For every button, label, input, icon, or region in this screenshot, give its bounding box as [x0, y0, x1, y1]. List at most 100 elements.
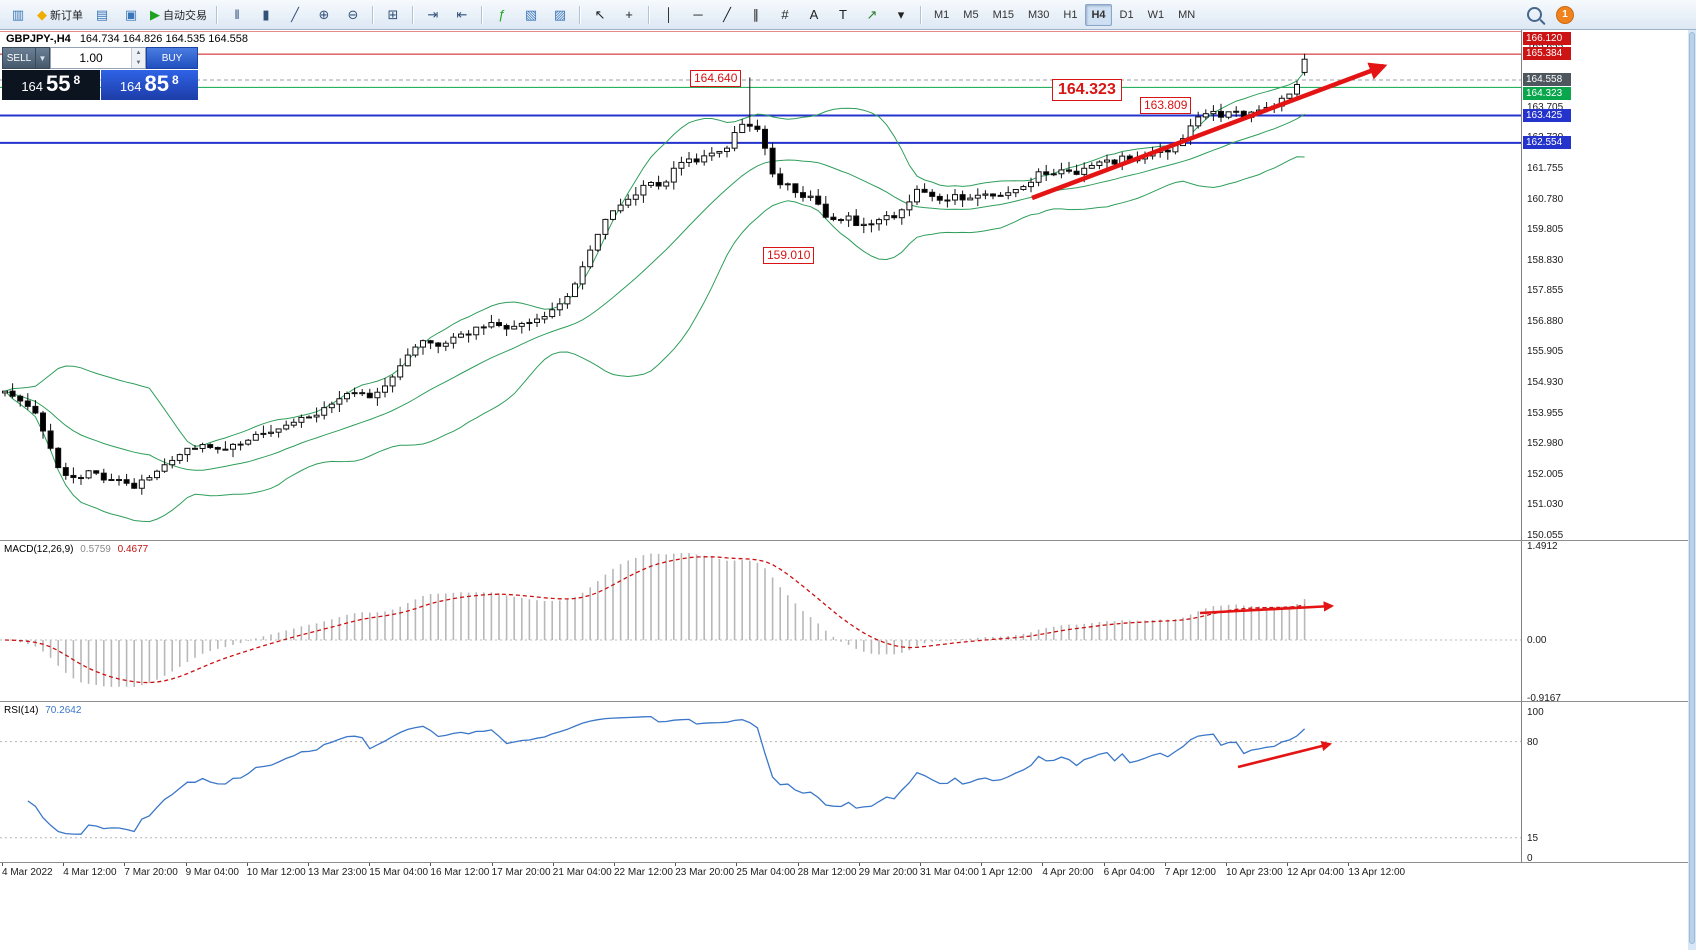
time-axis-label: 15 Mar 04:00 — [369, 867, 429, 878]
price-axis-tick: 160.780 — [1527, 193, 1564, 205]
timeframe-h4-button[interactable]: H4 — [1085, 3, 1112, 26]
timeframe-m5-button[interactable]: M5 — [963, 8, 979, 21]
time-axis-tick — [430, 862, 432, 866]
price-axis-tick: 153.955 — [1527, 407, 1564, 419]
rsi-value: 70.2642 — [45, 705, 82, 716]
tile-windows-button[interactable]: ⊞ — [379, 3, 407, 27]
time-axis-tick — [491, 862, 493, 866]
time-axis-label: 29 Mar 20:00 — [858, 867, 918, 878]
periods-button[interactable]: ▧ — [517, 3, 545, 27]
search-button[interactable] — [1520, 3, 1548, 27]
timeframe-w1-button[interactable]: W1 — [1147, 8, 1165, 21]
templates-button[interactable]: ▨ — [546, 3, 574, 27]
time-axis-label: 21 Mar 04:00 — [552, 867, 612, 878]
timeframe-mn-button[interactable]: MN — [1178, 8, 1196, 21]
macd-axis-tick: -0.9167 — [1527, 692, 1561, 704]
time-axis-label: 9 Mar 04:00 — [185, 867, 239, 878]
fibonacci-button[interactable]: # — [771, 3, 799, 27]
zoom-out-button[interactable]: ⊖ — [339, 3, 367, 27]
autotrading-button[interactable]: ▶ 自动交易 — [146, 3, 211, 27]
bid-price-button[interactable]: 164 55 8 — [2, 70, 100, 100]
time-axis-tick — [797, 862, 799, 866]
text-label-icon: T — [839, 7, 847, 22]
arrows-icon: ↗ — [866, 7, 878, 22]
buy-button[interactable]: BUY — [146, 47, 198, 69]
vertical-scrollbar[interactable] — [1688, 30, 1696, 950]
stepper-down-icon[interactable]: ▼ — [132, 58, 145, 68]
crosshair-button[interactable]: + — [615, 3, 643, 27]
time-axis-label: 6 Apr 04:00 — [1103, 867, 1155, 878]
hline-button[interactable]: ─ — [684, 3, 712, 27]
tile-windows-icon: ⊞ — [387, 7, 399, 22]
line-mode-icon: ╱ — [291, 7, 299, 22]
line-mode-button[interactable]: ╱ — [281, 3, 309, 27]
price-axis-tick: 163.705 — [1527, 101, 1564, 113]
search-icon — [1526, 7, 1542, 22]
text-button[interactable]: A — [800, 3, 828, 27]
macd-main-value: 0.5759 — [80, 544, 111, 555]
macd-name: MACD(12,26,9) — [4, 544, 74, 555]
time-axis-tick — [1103, 862, 1105, 866]
chart-canvas[interactable] — [0, 0, 1521, 950]
objects-dropdown[interactable]: ▾ — [887, 3, 915, 27]
new-chart-button[interactable]: ▥ — [4, 3, 32, 27]
panel-divider-rsi[interactable] — [0, 701, 1696, 702]
time-axis-label: 10 Apr 23:00 — [1226, 867, 1283, 878]
price-axis[interactable]: 165.655163.705162.730161.755160.780159.8… — [1521, 30, 1696, 881]
chart-shift-button[interactable]: ⇤ — [448, 3, 476, 27]
charts-button[interactable]: ▤ — [88, 3, 116, 27]
zoom-in-button[interactable]: ⊕ — [310, 3, 338, 27]
time-axis-tick — [246, 862, 248, 866]
trendline-button[interactable]: ╱ — [713, 3, 741, 27]
rsi-axis-tick: 15 — [1527, 832, 1539, 844]
indicators-button[interactable]: ƒ — [488, 3, 516, 27]
stepper-up-icon[interactable]: ▲ — [132, 48, 145, 58]
profile-button[interactable]: ▣ — [117, 3, 145, 27]
timeframe-m30-button[interactable]: M30 — [1027, 8, 1050, 21]
ohlc-values: 164.734 164.826 164.535 164.558 — [79, 33, 249, 45]
candles-mode-button[interactable]: ▮ — [252, 3, 280, 27]
timeframe-m1-button[interactable]: M1 — [934, 8, 950, 21]
time-axis[interactable]: 4 Mar 2022 4 Mar 12:00 7 Mar 20:00 9 Mar 04… — [0, 862, 1696, 882]
time-axis-divider — [0, 862, 1696, 863]
timeframe-h1-button[interactable]: H1 — [1063, 8, 1078, 21]
scrollbar-thumb[interactable] — [1689, 32, 1695, 944]
notification-badge[interactable]: 1 — [1556, 5, 1574, 24]
timeframe-m15-button[interactable]: M15 — [992, 8, 1014, 21]
trendline-icon: ╱ — [723, 7, 731, 22]
rsi-indicator-label: RSI(14) 70.2642 — [4, 705, 85, 716]
new-order-button[interactable]: ◆ 新订单 — [33, 3, 87, 27]
text-label-button[interactable]: T — [829, 3, 857, 27]
toolbar-separator — [216, 5, 218, 24]
time-axis-tick — [920, 862, 921, 866]
time-axis-tick — [1348, 862, 1350, 866]
panel-divider-macd[interactable] — [0, 540, 1696, 541]
bars-mode-button[interactable]: ‖ — [223, 3, 251, 27]
lot-size-input[interactable] — [51, 48, 131, 68]
channel-icon: ∥ — [752, 7, 760, 22]
sell-button[interactable]: SELL — [2, 47, 36, 69]
periods-icon: ▧ — [524, 7, 538, 22]
rsi-axis-tick: 80 — [1527, 736, 1539, 748]
toolbar-separator — [412, 5, 414, 24]
vline-button[interactable]: │ — [655, 3, 683, 27]
timeframe-d1-button[interactable]: D1 — [1119, 8, 1134, 21]
time-axis-tick — [552, 862, 554, 866]
time-axis-tick — [2, 862, 3, 866]
price-axis-tick: 161.755 — [1527, 162, 1564, 174]
auto-scroll-button[interactable]: ⇥ — [419, 3, 447, 27]
order-type-dropdown[interactable]: ▼ — [36, 47, 50, 69]
price-axis-tick: 154.930 — [1527, 377, 1564, 389]
lot-stepper[interactable]: ▲ ▼ — [131, 48, 145, 68]
bars-mode-icon: ‖ — [234, 7, 240, 22]
time-axis-tick — [308, 862, 309, 866]
price-axis-tick: 156.880 — [1527, 315, 1564, 327]
arrows-button[interactable]: ↗ — [858, 3, 886, 27]
ask-pips: 85 — [144, 71, 169, 96]
ask-price-button[interactable]: 164 85 8 — [100, 70, 198, 100]
time-axis-tick — [736, 862, 738, 866]
time-axis-label: 31 Mar 04:00 — [920, 867, 979, 878]
channel-button[interactable]: ∥ — [742, 3, 770, 27]
cursor-button[interactable]: ↖ — [586, 3, 614, 27]
time-axis-label: 7 Mar 20:00 — [124, 867, 178, 878]
